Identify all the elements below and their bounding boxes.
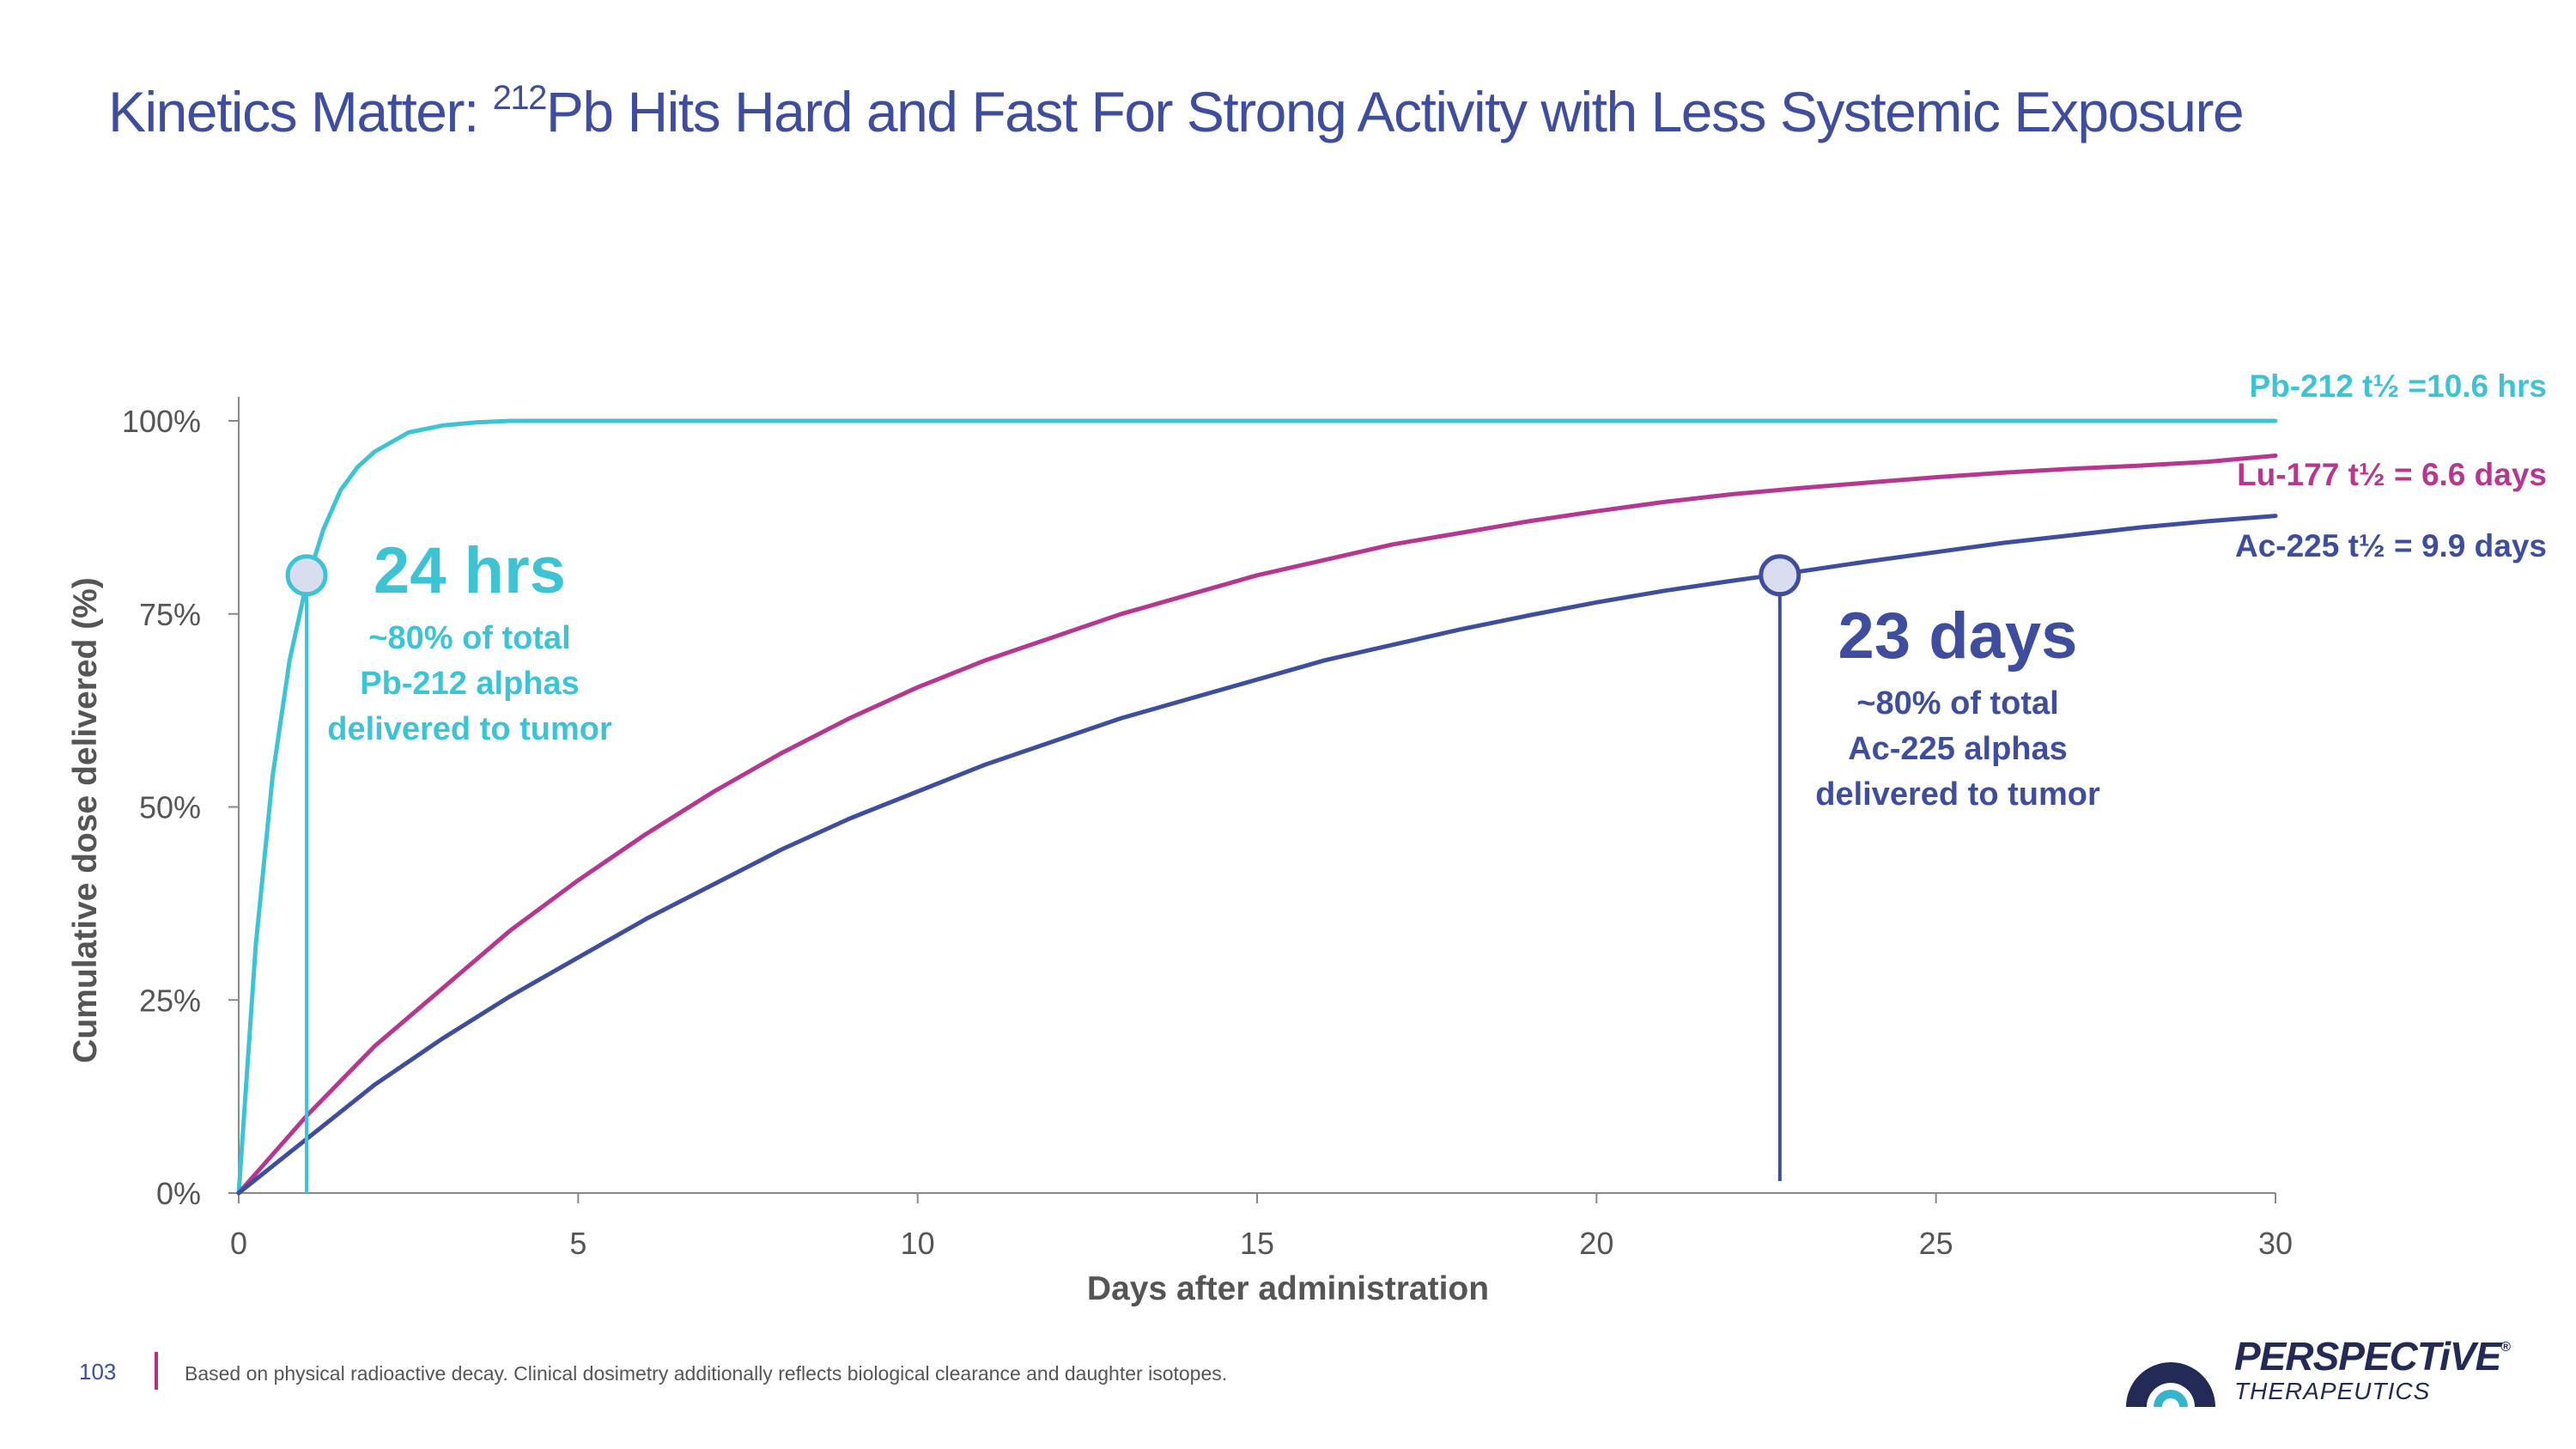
chart-series xyxy=(236,418,2278,1196)
x-axis-label: Days after administration xyxy=(1087,1270,1489,1307)
annotation-marker xyxy=(285,554,328,597)
chart-axes: 0% 25% 50% 75% 100% 0 5 10 15 20 25 30 xyxy=(122,397,2293,1261)
annotation-text-line: delivered to tumor xyxy=(1815,776,2100,813)
logo-mark-icon xyxy=(2126,1362,2215,1407)
annotation-text-line: Ac-225 alphas xyxy=(1848,731,2068,767)
x-tick-label: 0 xyxy=(230,1226,247,1261)
legend-label-0: Pb-212 t½ =10.6 hrs xyxy=(2249,368,2547,404)
page-number: 103 xyxy=(79,1359,117,1385)
y-tick-label: 50% xyxy=(139,790,201,825)
x-tick-label: 10 xyxy=(901,1226,935,1261)
annotation-text-line: ~80% of total xyxy=(1856,685,2058,721)
annotation-text-line: delivered to tumor xyxy=(327,711,612,747)
company-logo: PERSPECTiVE® THERAPEUTICS xyxy=(2119,1323,2514,1417)
y-tick-label: 100% xyxy=(122,404,201,439)
annotation-text-line: ~80% of total xyxy=(368,620,570,656)
series-line-1 xyxy=(236,454,2278,1196)
series-line-0 xyxy=(236,418,2278,1196)
legend-label-1: Lu-177 t½ = 6.6 days xyxy=(2237,457,2547,492)
x-tick-label: 15 xyxy=(1240,1226,1274,1261)
logo-registered: ® xyxy=(2500,1340,2511,1355)
annotation-text-line: Pb-212 alphas xyxy=(360,666,580,702)
x-tick-label: 25 xyxy=(1919,1226,1953,1261)
title-superscript: 212 xyxy=(492,79,548,117)
y-tick-label: 25% xyxy=(139,983,201,1018)
footer-divider xyxy=(155,1352,158,1390)
chart-legend: Pb-212 t½ =10.6 hrs Lu-177 t½ = 6.6 days A… xyxy=(2235,368,2547,563)
legend-label-2: Ac-225 t½ = 9.9 days xyxy=(2235,528,2547,563)
annotation-label: 24 hrs xyxy=(374,534,566,607)
logo-word-text: PERSPECTiVE xyxy=(2234,1334,2501,1379)
x-tick-label: 20 xyxy=(1579,1226,1613,1261)
annotation-label: 23 days xyxy=(1838,600,2078,673)
chart-annotations: 24 hrs ~80% of total Pb-212 alphas delivere… xyxy=(285,534,2100,1193)
y-axis-label: Cumulative dose delivered (%) xyxy=(67,577,104,1063)
y-tick-label: 0% xyxy=(156,1176,201,1211)
annotation-marker xyxy=(1759,554,1801,597)
footnote: Based on physical radioactive decay. Cli… xyxy=(185,1362,1228,1385)
title-prefix: Kinetics Matter: xyxy=(108,80,493,143)
series-line-2 xyxy=(236,514,2278,1196)
x-tick-label: 5 xyxy=(569,1226,586,1261)
logo-subtitle: THERAPEUTICS xyxy=(2234,1378,2431,1404)
x-tick-label: 30 xyxy=(2258,1226,2293,1261)
page-title: Kinetics Matter: 212Pb Hits Hard and Fas… xyxy=(108,79,2245,144)
y-tick-label: 75% xyxy=(139,597,201,632)
logo-wordmark: PERSPECTiVE® xyxy=(2234,1333,2511,1379)
title-suffix: Pb Hits Hard and Fast For Strong Activit… xyxy=(545,80,2245,143)
